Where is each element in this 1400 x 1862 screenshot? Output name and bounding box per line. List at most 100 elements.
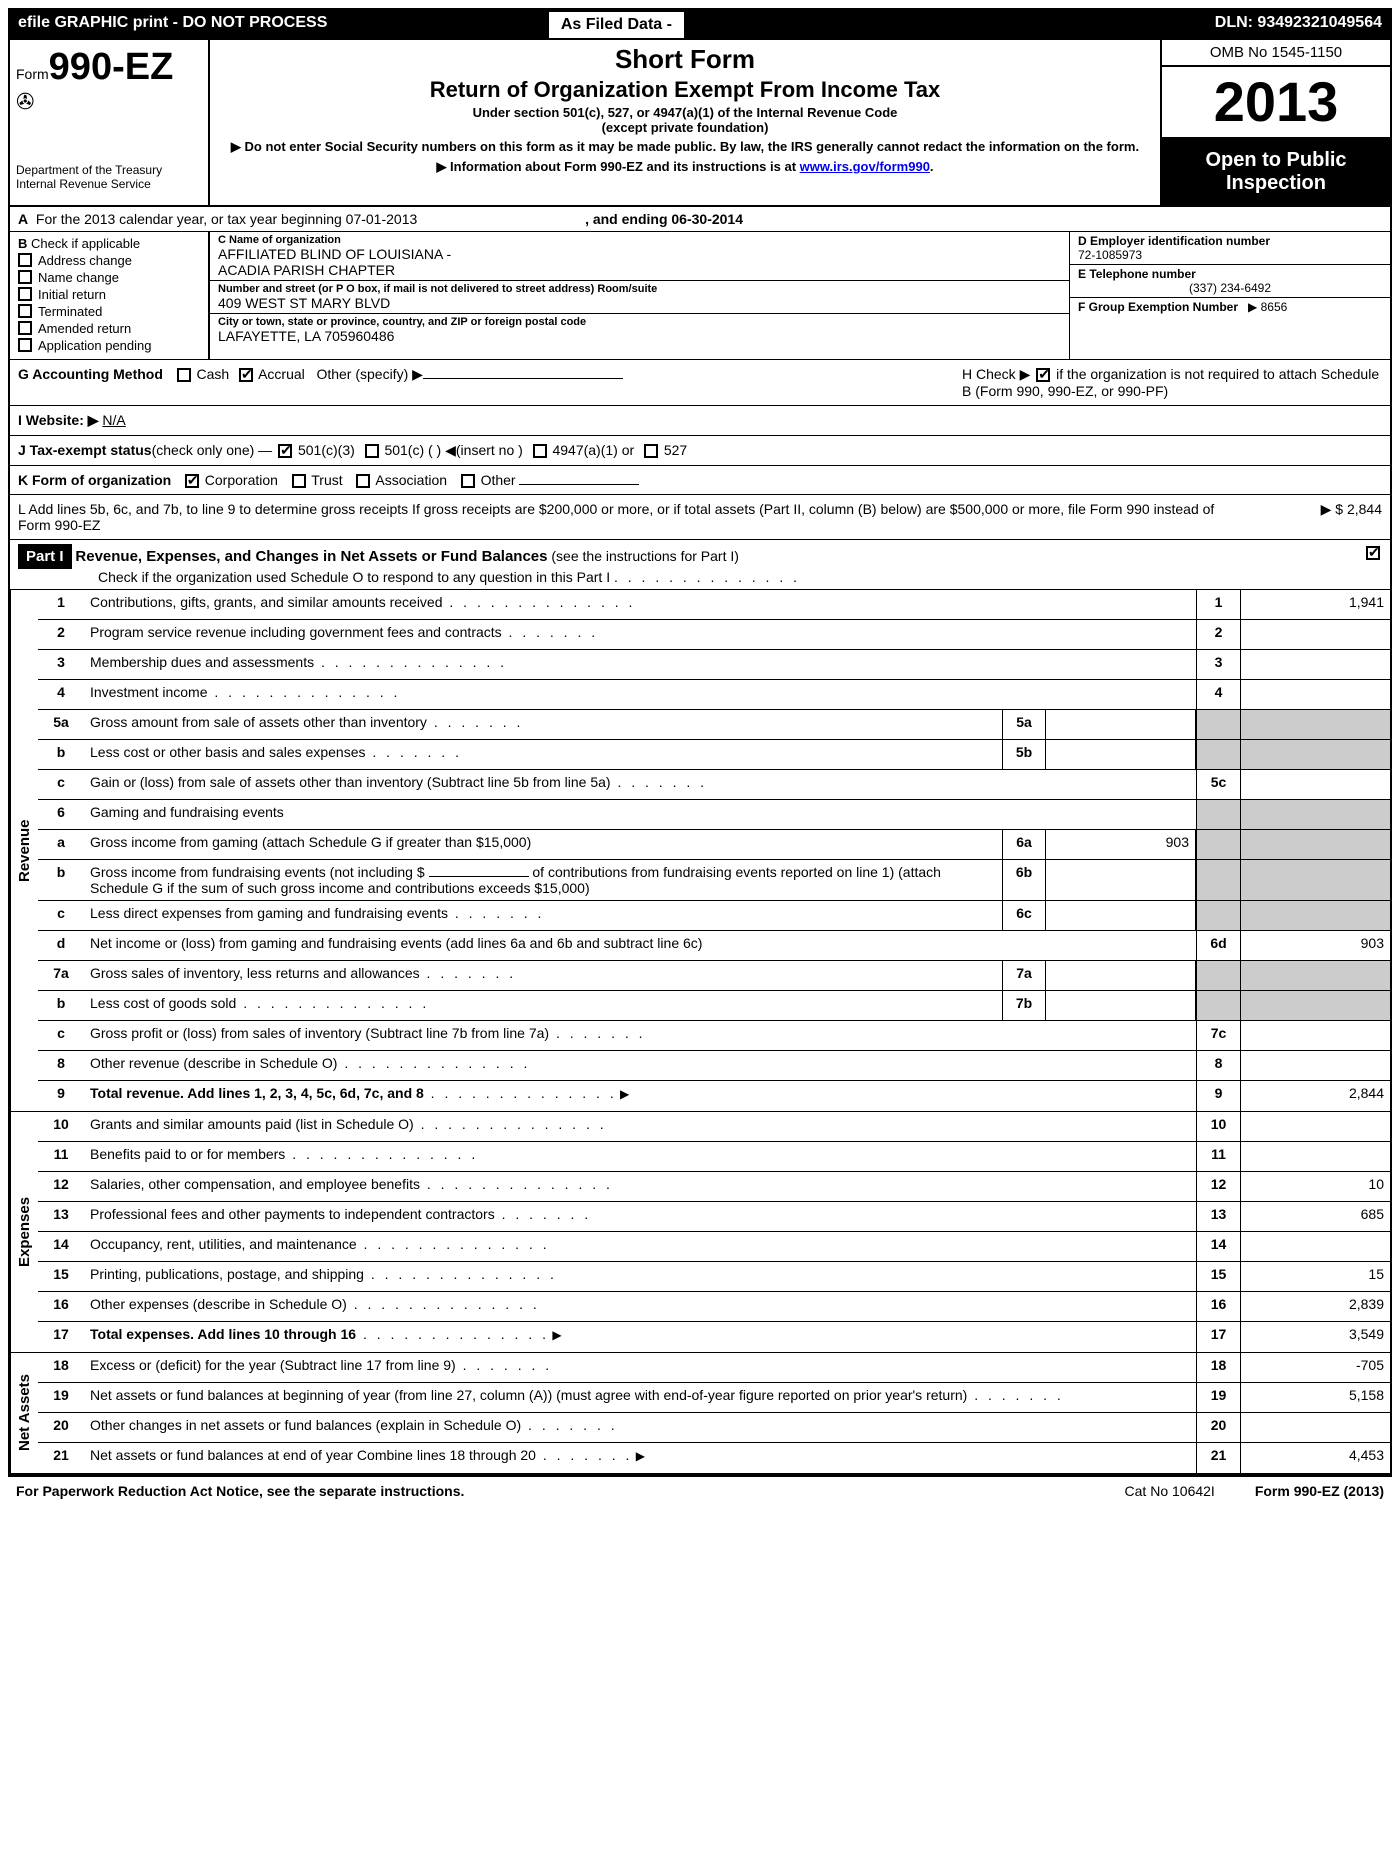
line-6a: a Gross income from gaming (attach Sched…	[38, 830, 1390, 860]
chk-schedule-b[interactable]	[1036, 368, 1050, 382]
checkbox-icon	[18, 304, 32, 318]
part-i-sub: (see the instructions for Part I)	[551, 548, 739, 564]
row-i: I Website: ▶ N/A	[10, 406, 1390, 436]
ln-box: 5c	[1196, 770, 1240, 799]
ln-subval	[1046, 901, 1196, 930]
chk-address-change[interactable]: Address change	[18, 253, 200, 268]
expenses-side-label: Expenses	[10, 1112, 38, 1352]
org-name-label: C Name of organization	[218, 234, 1061, 246]
ln-box: 19	[1196, 1383, 1240, 1412]
chk-schedule-o[interactable]	[1366, 546, 1380, 560]
ln-desc: Benefits paid to or for members	[84, 1142, 1196, 1171]
dots	[521, 1417, 617, 1433]
col-def: D Employer identification number 72-1085…	[1070, 232, 1390, 359]
ln-box: 4	[1196, 680, 1240, 709]
ln-box-grey	[1196, 901, 1240, 930]
ln-text: Contributions, gifts, grants, and simila…	[90, 594, 443, 610]
chk-cash[interactable]	[177, 368, 191, 382]
line-5a: 5a Gross amount from sale of assets othe…	[38, 710, 1390, 740]
topbar: efile GRAPHIC print - DO NOT PROCESS As …	[10, 10, 1390, 40]
ln-val: 5,158	[1240, 1383, 1390, 1412]
ln-text: Gross amount from sale of assets other t…	[90, 714, 427, 730]
cell-street: Number and street (or P O box, if mail i…	[210, 281, 1069, 314]
contrib-input[interactable]	[429, 876, 529, 877]
ln-desc: Net income or (loss) from gaming and fun…	[84, 931, 1196, 960]
ln-text: Total revenue. Add lines 1, 2, 3, 4, 5c,…	[90, 1085, 424, 1101]
ln-box: 10	[1196, 1112, 1240, 1141]
ln-desc: Gross sales of inventory, less returns a…	[84, 961, 1002, 990]
ein-val: 72-1085973	[1078, 248, 1382, 262]
other-org-input[interactable]	[519, 484, 639, 485]
chk-application-pending[interactable]: Application pending	[18, 338, 200, 353]
header-right: OMB No 1545-1150 2013 Open to Public Ins…	[1160, 40, 1390, 205]
ln-val	[1240, 620, 1390, 649]
chk-label: Terminated	[38, 304, 102, 319]
ln-num: 7a	[38, 961, 84, 990]
irs-link[interactable]: www.irs.gov/form990	[800, 159, 930, 174]
ln-box-grey	[1196, 860, 1240, 900]
ln-sub: 5b	[1002, 740, 1046, 769]
chk-501c[interactable]	[365, 444, 379, 458]
subtitle-2: (except private foundation)	[218, 120, 1152, 135]
lbl-501c: 501(c) ( ) ◀(insert no )	[384, 442, 522, 458]
footer-cat: Cat No 10642I	[1085, 1483, 1255, 1499]
checkbox-icon	[18, 287, 32, 301]
line-7c: c Gross profit or (loss) from sales of i…	[38, 1021, 1390, 1051]
checkbox-icon	[18, 270, 32, 284]
row-g-label: G Accounting Method	[18, 366, 163, 382]
ln-text: Membership dues and assessments	[90, 654, 314, 670]
rows-ghijkl: G Accounting Method Cash Accrual Other (…	[10, 360, 1390, 540]
chk-label: Initial return	[38, 287, 106, 302]
chk-terminated[interactable]: Terminated	[18, 304, 200, 319]
ln-box: 8	[1196, 1051, 1240, 1080]
dots	[448, 905, 544, 921]
chk-other-org[interactable]	[461, 474, 475, 488]
city-label: City or town, state or province, country…	[218, 316, 1061, 328]
ln-num: 14	[38, 1232, 84, 1261]
line-9: 9 Total revenue. Add lines 1, 2, 3, 4, 5…	[38, 1081, 1390, 1111]
ln-num: b	[38, 991, 84, 1020]
header-center: Short Form Return of Organization Exempt…	[210, 40, 1160, 205]
footer-paperwork: For Paperwork Reduction Act Notice, see …	[16, 1483, 1085, 1499]
row-j-text: (check only one) —	[152, 442, 273, 458]
part-i-title: Revenue, Expenses, and Changes in Net As…	[75, 548, 547, 565]
footer-form: Form 990-EZ (2013)	[1255, 1483, 1384, 1499]
ln-val-grey	[1240, 830, 1390, 859]
street-val: 409 WEST ST MARY BLVD	[218, 295, 1061, 311]
ln-num: 20	[38, 1413, 84, 1442]
chk-amended[interactable]: Amended return	[18, 321, 200, 336]
ln-num: 12	[38, 1172, 84, 1201]
other-specify-input[interactable]	[423, 378, 623, 379]
chk-4947[interactable]	[533, 444, 547, 458]
row-l-val: ▶ $ 2,844	[1222, 501, 1382, 533]
ln-val: 685	[1240, 1202, 1390, 1231]
chk-501c3[interactable]	[278, 444, 292, 458]
ln-val	[1240, 1021, 1390, 1050]
part-i-check-text: Check if the organization used Schedule …	[18, 569, 610, 585]
note-ssn: ▶ Do not enter Social Security numbers o…	[218, 139, 1152, 155]
expenses-section: Expenses 10 Grants and similar amounts p…	[10, 1112, 1390, 1353]
ln-val	[1240, 1232, 1390, 1261]
lbl-527: 527	[664, 442, 687, 458]
row-g: G Accounting Method Cash Accrual Other (…	[18, 366, 962, 399]
form-990ez: efile GRAPHIC print - DO NOT PROCESS As …	[8, 8, 1392, 1477]
chk-527[interactable]	[644, 444, 658, 458]
tax-year: 2013	[1162, 67, 1390, 139]
col-b: B Check if applicable Address change Nam…	[10, 232, 210, 359]
chk-accrual[interactable]	[239, 368, 253, 382]
ln-num: 15	[38, 1262, 84, 1291]
ln-desc: Printing, publications, postage, and shi…	[84, 1262, 1196, 1291]
chk-association[interactable]	[356, 474, 370, 488]
subtitle-1: Under section 501(c), 527, or 4947(a)(1)…	[218, 105, 1152, 120]
chk-trust[interactable]	[292, 474, 306, 488]
open-to-public: Open to Public Inspection	[1162, 139, 1390, 205]
chk-name-change[interactable]: Name change	[18, 270, 200, 285]
ln-desc: Investment income	[84, 680, 1196, 709]
city-val: LAFAYETTE, LA 705960486	[218, 328, 1061, 344]
arrow-icon	[632, 1447, 645, 1463]
ln-val-grey	[1240, 800, 1390, 829]
chk-corporation[interactable]	[185, 474, 199, 488]
header-left: Form990-EZ ✇ Department of the Treasury …	[10, 40, 210, 205]
part-i-header: Part I Revenue, Expenses, and Changes in…	[10, 540, 1390, 590]
chk-initial-return[interactable]: Initial return	[18, 287, 200, 302]
